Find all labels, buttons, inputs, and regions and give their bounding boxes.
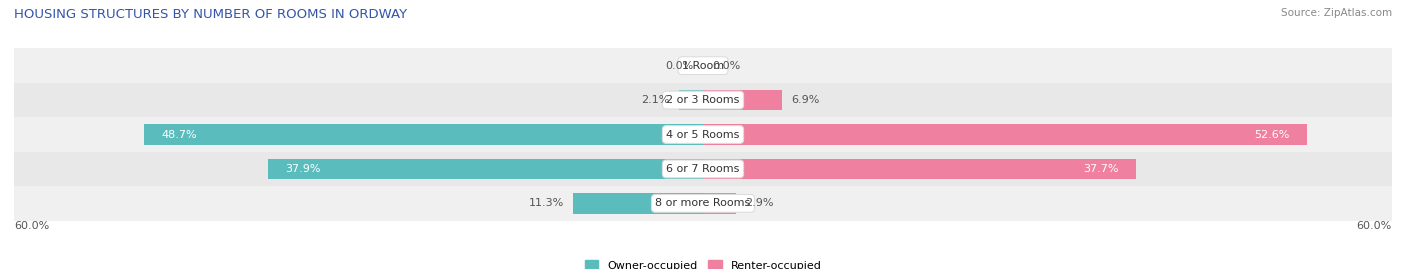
Bar: [143, 124, 703, 145]
Text: 37.9%: 37.9%: [285, 164, 321, 174]
Text: 6.9%: 6.9%: [792, 95, 820, 105]
Text: 8 or more Rooms: 8 or more Rooms: [655, 198, 751, 208]
Bar: [14, 152, 1392, 186]
Bar: [14, 83, 1392, 117]
Bar: [574, 193, 703, 214]
Bar: [267, 159, 703, 179]
Bar: [14, 117, 1392, 152]
Text: 11.3%: 11.3%: [529, 198, 564, 208]
Text: 0.0%: 0.0%: [713, 61, 741, 71]
Text: 2.9%: 2.9%: [745, 198, 773, 208]
Text: 48.7%: 48.7%: [162, 129, 197, 140]
Bar: [14, 48, 1392, 83]
Text: 60.0%: 60.0%: [14, 221, 49, 231]
Text: 2 or 3 Rooms: 2 or 3 Rooms: [666, 95, 740, 105]
Text: 6 or 7 Rooms: 6 or 7 Rooms: [666, 164, 740, 174]
Bar: [679, 90, 703, 110]
Bar: [14, 186, 1392, 221]
Bar: [703, 193, 737, 214]
Text: 1 Room: 1 Room: [682, 61, 724, 71]
Text: 37.7%: 37.7%: [1083, 164, 1119, 174]
Bar: [703, 124, 1308, 145]
Text: HOUSING STRUCTURES BY NUMBER OF ROOMS IN ORDWAY: HOUSING STRUCTURES BY NUMBER OF ROOMS IN…: [14, 8, 408, 21]
Bar: [703, 90, 782, 110]
Legend: Owner-occupied, Renter-occupied: Owner-occupied, Renter-occupied: [581, 256, 825, 269]
Bar: [703, 159, 1136, 179]
Text: 2.1%: 2.1%: [641, 95, 669, 105]
Text: 4 or 5 Rooms: 4 or 5 Rooms: [666, 129, 740, 140]
Text: 60.0%: 60.0%: [1357, 221, 1392, 231]
Text: 0.0%: 0.0%: [665, 61, 693, 71]
Text: 52.6%: 52.6%: [1254, 129, 1289, 140]
Text: Source: ZipAtlas.com: Source: ZipAtlas.com: [1281, 8, 1392, 18]
